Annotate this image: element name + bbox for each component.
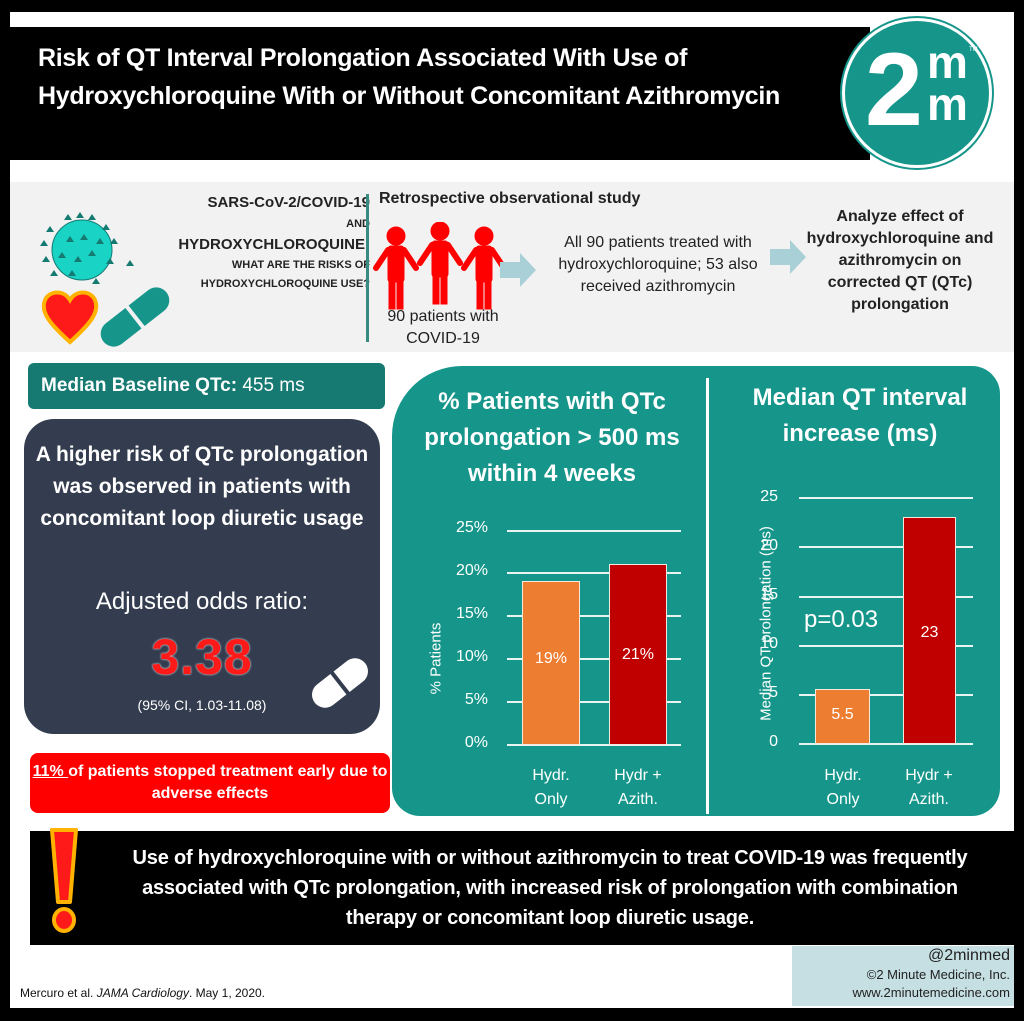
intro-question-text: WHAT ARE THE RISKS OF HYDROXYCHLOROQUINE… (200, 259, 370, 290)
chart-divider (706, 378, 709, 814)
chart1-ytick: 25% (455, 519, 488, 536)
gridline (799, 546, 973, 548)
arrow-right-icon (500, 253, 536, 287)
logo-letter-bottom: m (927, 78, 968, 130)
study-aim: Analyze effect of hydroxychloroquine and… (806, 208, 994, 313)
confidence-interval: (95% CI, 1.03-11.08) (137, 697, 267, 713)
website-link[interactable]: www.2minutemedicine.com (852, 985, 1010, 1000)
social-handle: @2minmed (927, 947, 1010, 964)
charts-panel (392, 366, 1000, 816)
citation: Mercuro et al. JAMA Cardiology. May 1, 2… (20, 986, 265, 1000)
risk-statement: A higher risk of QTc prolongation was ob… (35, 443, 369, 530)
gridline (799, 645, 973, 647)
chart2-ytick: 25 (760, 488, 778, 505)
citation-authors: Mercuro et al. (20, 986, 97, 1000)
conclusion-banner: Use of hydroxychloroquine with or withou… (30, 831, 1016, 945)
arrow-right-icon (770, 240, 806, 274)
treatment-description: All 90 patients treated with hydroxychlo… (558, 234, 758, 295)
gridline (507, 572, 681, 574)
risk-card: A higher risk of QTc prolongation was ob… (24, 419, 380, 734)
logo-letter-top: m (927, 36, 968, 88)
page-title: Risk of QT Interval Prolongation Associa… (38, 44, 781, 110)
copyright: ©2 Minute Medicine, Inc. (866, 967, 1010, 982)
intro-question: SARS-CoV-2/COVID-19 AND HYDROXYCHLOROQUI… (170, 192, 370, 294)
intro-topic: SARS-CoV-2/COVID-19 (207, 194, 370, 211)
discontinuation-pct: 11% (32, 763, 69, 780)
chart1-ytick: 20% (455, 562, 488, 579)
chart2-bar-hydr-only (815, 689, 870, 744)
p-value-annotation: p=0.03 (804, 606, 879, 633)
section-divider (366, 194, 369, 342)
chart2-ytick: 5 (769, 684, 778, 701)
baseline-qtc-badge: Median Baseline QTc: 455 ms (28, 363, 385, 409)
odds-ratio-label: Adjusted odds ratio: (95, 588, 309, 615)
chart1-xlabel: Hydr + Azith. (614, 767, 662, 808)
chart2-ytick: 15 (760, 586, 778, 603)
odds-ratio-value: 3.38 (151, 629, 253, 685)
chart1-ytick: 5% (464, 691, 488, 708)
patients-icon (373, 222, 507, 310)
chart1-ytick: 10% (455, 648, 488, 665)
chart1-bar-value: 21% (621, 646, 655, 663)
chart2-xlabel: Hydr. Only (824, 767, 862, 808)
logo-numeral: 2 (865, 32, 923, 148)
chart2-ytick: 10 (760, 635, 778, 652)
chart2-ytick: 20 (760, 537, 778, 554)
chart1-ytick: 15% (455, 605, 488, 622)
gridline (507, 701, 681, 703)
chart2-bar-value: 5.5 (831, 706, 854, 723)
study-design: Retrospective observational study (379, 190, 641, 207)
chart2-title: Median QT interval increase (ms) (752, 384, 968, 447)
gridline (507, 530, 681, 532)
header-banner: Risk of QT Interval Prolongation Associa… (10, 27, 870, 160)
gridline (799, 743, 973, 745)
chart1-ytick: 0% (464, 734, 488, 751)
chart2-ytick: 0 (769, 733, 778, 750)
citation-journal: JAMA Cardiology (96, 986, 189, 1000)
study-overview: SARS-CoV-2/COVID-19 AND HYDROXYCHLOROQUI… (10, 182, 1014, 352)
conclusion-text: Use of hydroxychloroquine with or withou… (132, 847, 968, 929)
intro-drug: HYDROXYCHLOROQUINE: (178, 236, 370, 253)
gridline (799, 596, 973, 598)
citation-date: . May 1, 2020. (188, 986, 266, 1000)
intro-and: AND (346, 218, 370, 230)
gridline (507, 744, 681, 746)
gridline (507, 615, 681, 617)
chart1-title: % Patients with QTc prolongation > 500 m… (424, 388, 680, 487)
baseline-label: Median Baseline QTc: (41, 375, 238, 396)
gridline (507, 658, 681, 660)
gridline (799, 694, 973, 696)
chart2-bar-value: 23 (920, 624, 939, 641)
virus-heart-pill-icon (40, 212, 170, 347)
chart2-xlabel: Hydr + Azith. (905, 767, 953, 808)
chart1-bar-value: 19% (534, 650, 568, 667)
chart1-bar-hydr-azith (609, 564, 667, 745)
chart2-bar-hydr-azith (903, 517, 956, 744)
credits-box: @2minmed ©2 Minute Medicine, Inc. www.2m… (792, 946, 1014, 1006)
gridline (799, 497, 973, 499)
chart1-bar-hydr-only (522, 581, 580, 745)
brand-logo: 2 m m TM (842, 18, 992, 168)
trademark: TM (969, 47, 978, 53)
discontinuation-callout: 11% of patients stopped treatment early … (30, 753, 390, 813)
chart1-xlabel: Hydr. Only (532, 767, 570, 808)
pill-icon (312, 658, 368, 708)
patients-count: 90 patients with COVID-19 (387, 308, 499, 347)
exclamation-icon (50, 828, 78, 933)
discontinuation-text: of patients stopped treatment early due … (68, 763, 388, 802)
baseline-value: 455 ms (242, 375, 305, 396)
